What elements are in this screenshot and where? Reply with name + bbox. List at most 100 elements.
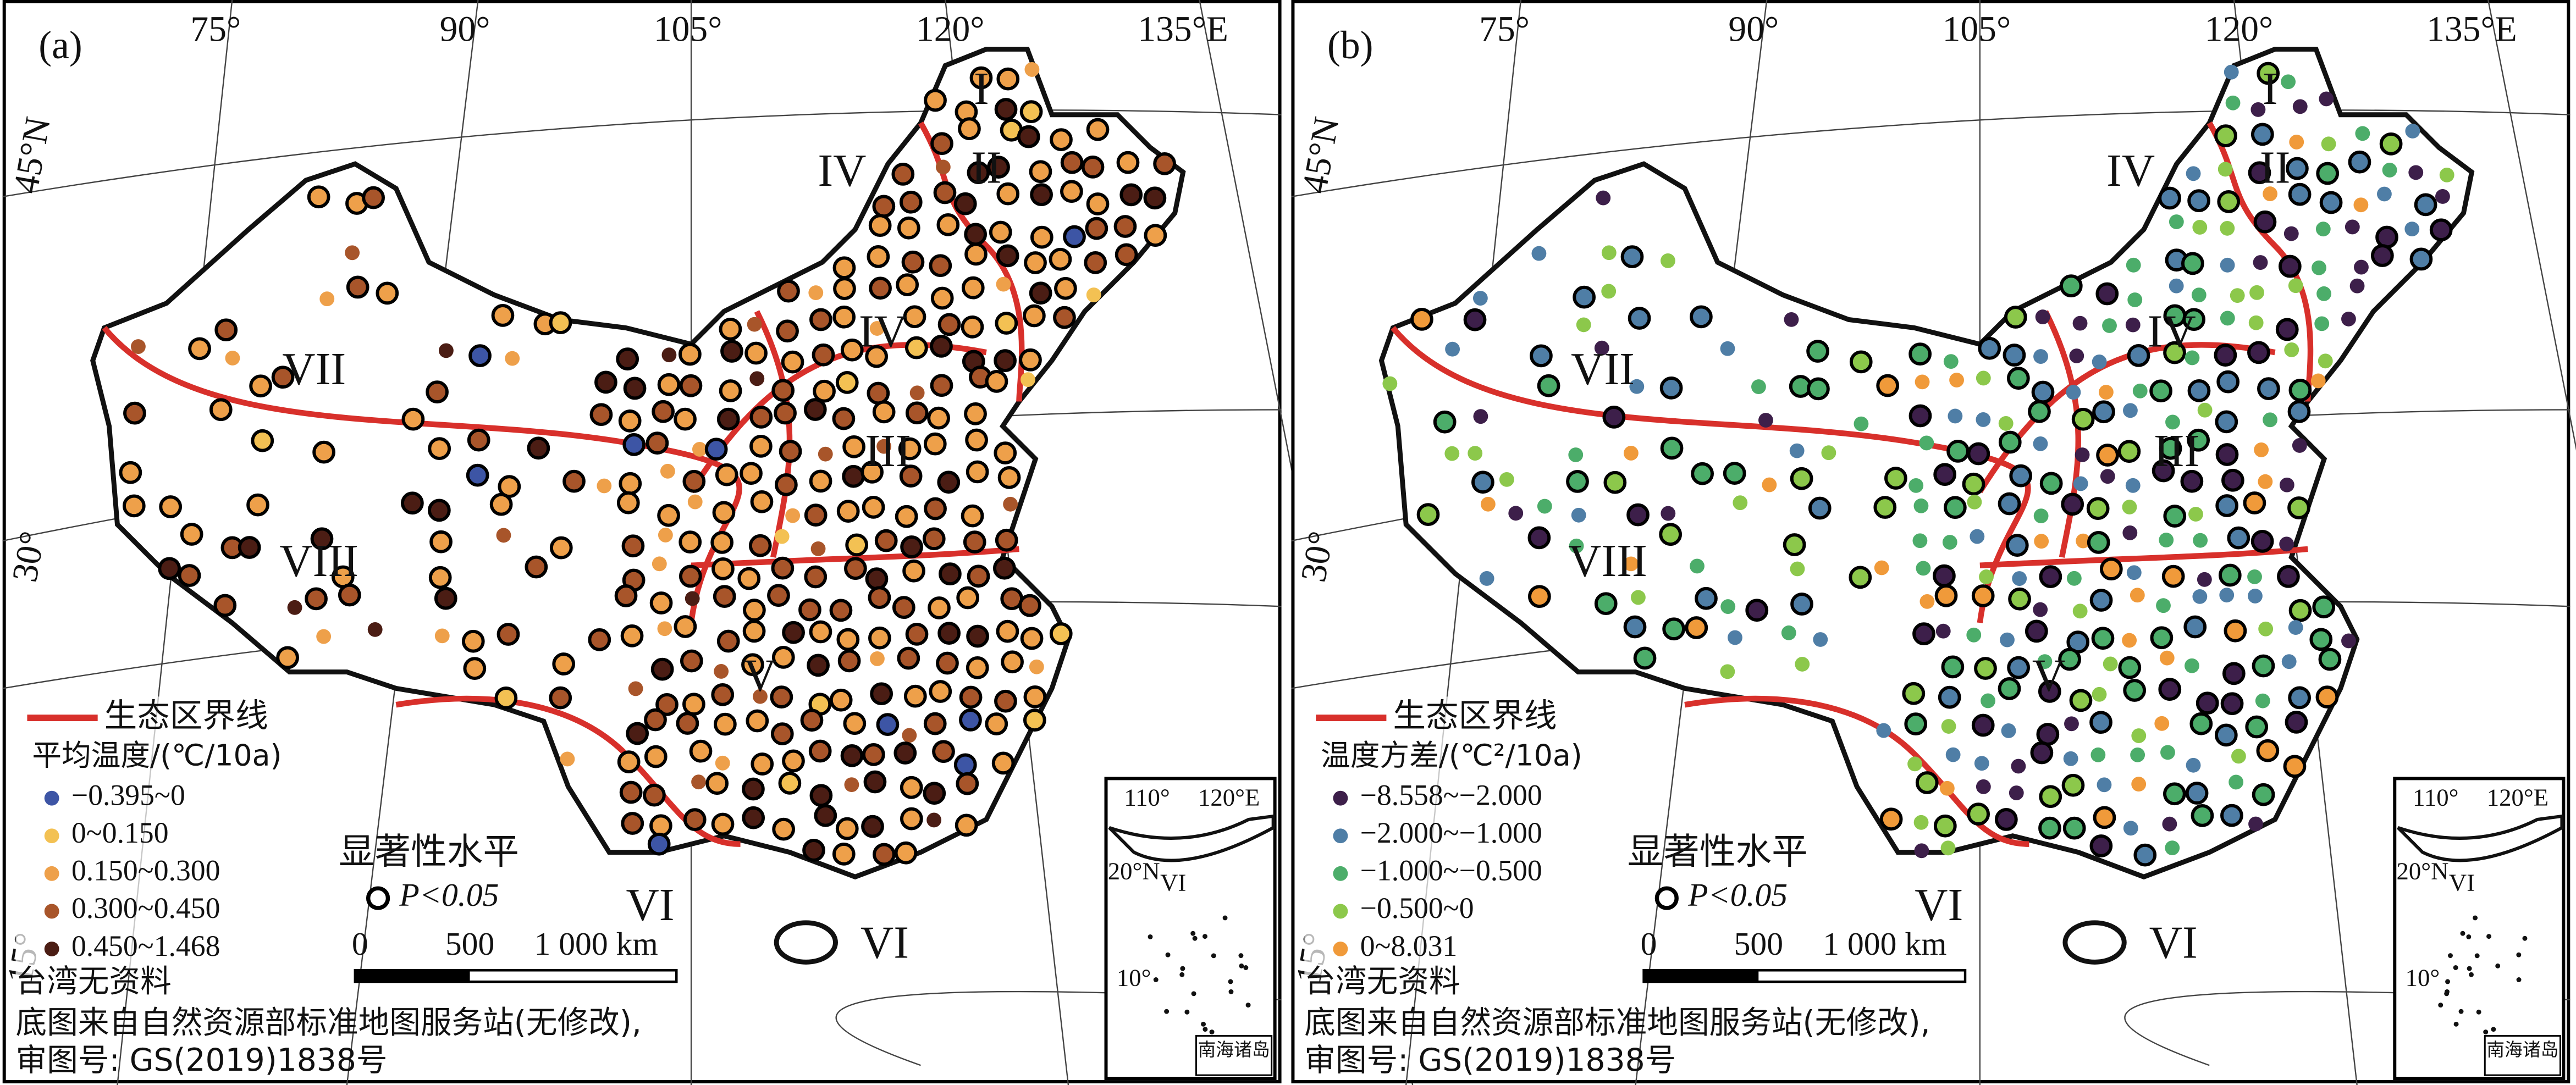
station-dot (719, 379, 742, 402)
station-dot (829, 688, 853, 712)
station-dot (428, 566, 452, 589)
scale-label: 1 000 km (534, 926, 658, 962)
station-dot (2192, 220, 2208, 235)
station-dot (2161, 564, 2185, 588)
station-dot (845, 533, 869, 557)
significance-swatch (1654, 886, 1679, 910)
station-dot (749, 406, 773, 429)
station-dot (798, 598, 821, 622)
station-dot (1086, 118, 1110, 141)
station-dot (865, 567, 889, 591)
station-dot (643, 783, 666, 807)
station-dot (994, 98, 1018, 121)
station-dot (1939, 780, 1955, 796)
station-dot (1019, 100, 1043, 124)
station-dot (750, 490, 774, 513)
station-dot (2059, 274, 2083, 298)
station-dot (1620, 245, 1644, 269)
station-dot (1976, 370, 1991, 386)
station-dot (840, 744, 864, 767)
station-dot (1971, 584, 1995, 607)
station-dot (345, 245, 360, 261)
station-dot (225, 351, 240, 366)
station-dot (2187, 189, 2210, 213)
station-dot (714, 664, 729, 679)
station-dot (2312, 595, 2336, 619)
region-label: IV (2148, 306, 2196, 357)
station-dot (682, 693, 705, 716)
station-dot (426, 380, 449, 403)
legend-item: −8.558~−2.000 (1360, 778, 1542, 811)
station-dot (1060, 180, 1083, 203)
station-dot (1463, 308, 1487, 331)
station-dot (705, 772, 729, 795)
legend-swatch (1333, 866, 1348, 881)
station-dot (891, 163, 915, 186)
station-dot (2007, 656, 2030, 679)
station-dot (497, 623, 520, 646)
station-dot (743, 599, 766, 622)
station-dot (2191, 287, 2207, 303)
station-dot (836, 500, 860, 523)
station-dot (1790, 467, 1813, 490)
station-dot (774, 401, 797, 425)
station-dot (742, 806, 765, 829)
station-dot (1970, 529, 1985, 544)
station-dot (1081, 156, 1105, 179)
station-dot (959, 708, 982, 732)
station-dot (924, 497, 947, 521)
station-dot (2159, 436, 2182, 460)
station-dot (1974, 657, 1997, 680)
significance-label: P<0.05 (399, 877, 499, 913)
station-dot (996, 67, 1020, 91)
inset-island (1184, 1009, 1190, 1015)
station-dot (644, 708, 667, 732)
eco-boundary (1979, 546, 2308, 568)
station-dot (1933, 814, 1957, 838)
note: 审图号: GS(2019)1838号 (1304, 1042, 1676, 1078)
station-dot (619, 472, 642, 495)
station-dot (964, 402, 987, 425)
station-dot (893, 741, 917, 765)
station-dot (749, 434, 773, 458)
station-dot (771, 379, 795, 402)
station-dot (2277, 564, 2300, 588)
station-dot (271, 366, 295, 389)
station-dot (2379, 132, 2403, 156)
station-dot (2004, 306, 2027, 329)
station-dot (623, 377, 647, 400)
station-dot (810, 541, 826, 556)
station-dot (2150, 626, 2174, 650)
station-dot (829, 599, 853, 622)
scale-label: 1 000 km (1823, 926, 1946, 962)
inset-island (1192, 935, 1198, 941)
station-dot (868, 626, 891, 650)
station-dot (2227, 526, 2250, 550)
station-dot (781, 350, 804, 374)
station-dot (438, 343, 454, 358)
station-dot (2287, 400, 2311, 423)
station-dot (2185, 782, 2209, 805)
station-dot (2345, 219, 2360, 235)
station-dot (782, 621, 805, 644)
station-dot (674, 407, 697, 431)
station-dot (2039, 472, 2063, 495)
station-dot (616, 347, 639, 370)
station-dot (1410, 308, 1433, 331)
station-dot (2071, 407, 2095, 431)
station-dot (2127, 344, 2150, 367)
station-dot (987, 156, 1010, 179)
station-dot (2224, 64, 2239, 80)
station-dot (716, 629, 740, 653)
station-dot (711, 557, 735, 580)
station-dot (679, 564, 702, 588)
station-dot (2286, 157, 2309, 180)
station-dot (2309, 628, 2333, 651)
station-dot (619, 780, 643, 804)
inset-island (2466, 934, 2472, 939)
station-dot (2275, 318, 2299, 341)
station-dot (2163, 782, 2186, 806)
station-dot (772, 817, 796, 841)
longitude-label: 90° (1728, 10, 1779, 49)
inset-island (2474, 953, 2480, 959)
